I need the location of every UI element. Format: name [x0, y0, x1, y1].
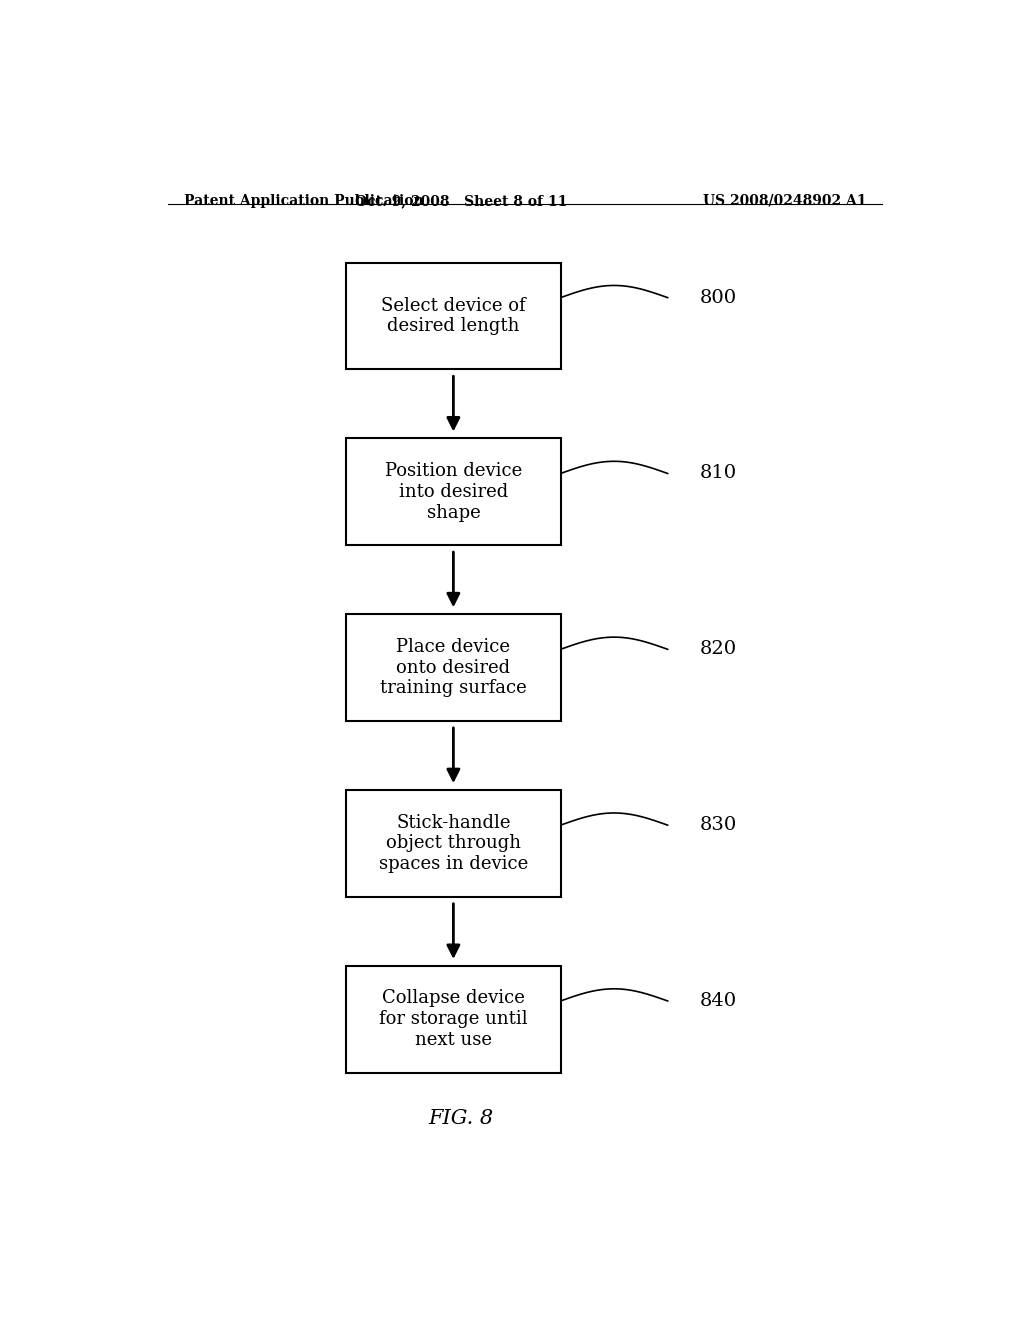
Text: Collapse device
for storage until
next use: Collapse device for storage until next u…	[379, 990, 527, 1049]
Text: US 2008/0248902 A1: US 2008/0248902 A1	[702, 194, 866, 209]
Bar	[346, 438, 560, 545]
Text: 810: 810	[699, 465, 736, 483]
Bar	[346, 791, 560, 896]
Text: Oct. 9, 2008   Sheet 8 of 11: Oct. 9, 2008 Sheet 8 of 11	[355, 194, 567, 209]
Bar	[346, 263, 560, 370]
Text: Patent Application Publication: Patent Application Publication	[183, 194, 423, 209]
Text: Place device
onto desired
training surface: Place device onto desired training surfa…	[380, 638, 526, 697]
Text: 800: 800	[699, 289, 736, 306]
Text: Stick-handle
object through
spaces in device: Stick-handle object through spaces in de…	[379, 813, 528, 874]
Text: 830: 830	[699, 816, 736, 834]
Bar	[346, 614, 560, 721]
Text: 820: 820	[699, 640, 736, 659]
Bar	[346, 966, 560, 1073]
Text: 840: 840	[699, 993, 736, 1010]
Text: Position device
into desired
shape: Position device into desired shape	[385, 462, 522, 521]
Text: FIG. 8: FIG. 8	[429, 1109, 494, 1129]
Text: Select device of
desired length: Select device of desired length	[381, 297, 525, 335]
